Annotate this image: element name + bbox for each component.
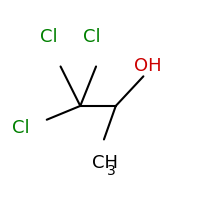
Text: 3: 3 bbox=[107, 164, 116, 178]
Text: CH: CH bbox=[92, 154, 118, 172]
Text: Cl: Cl bbox=[12, 119, 30, 137]
Text: Cl: Cl bbox=[83, 28, 101, 46]
Text: Cl: Cl bbox=[40, 28, 58, 46]
Text: OH: OH bbox=[134, 57, 161, 75]
